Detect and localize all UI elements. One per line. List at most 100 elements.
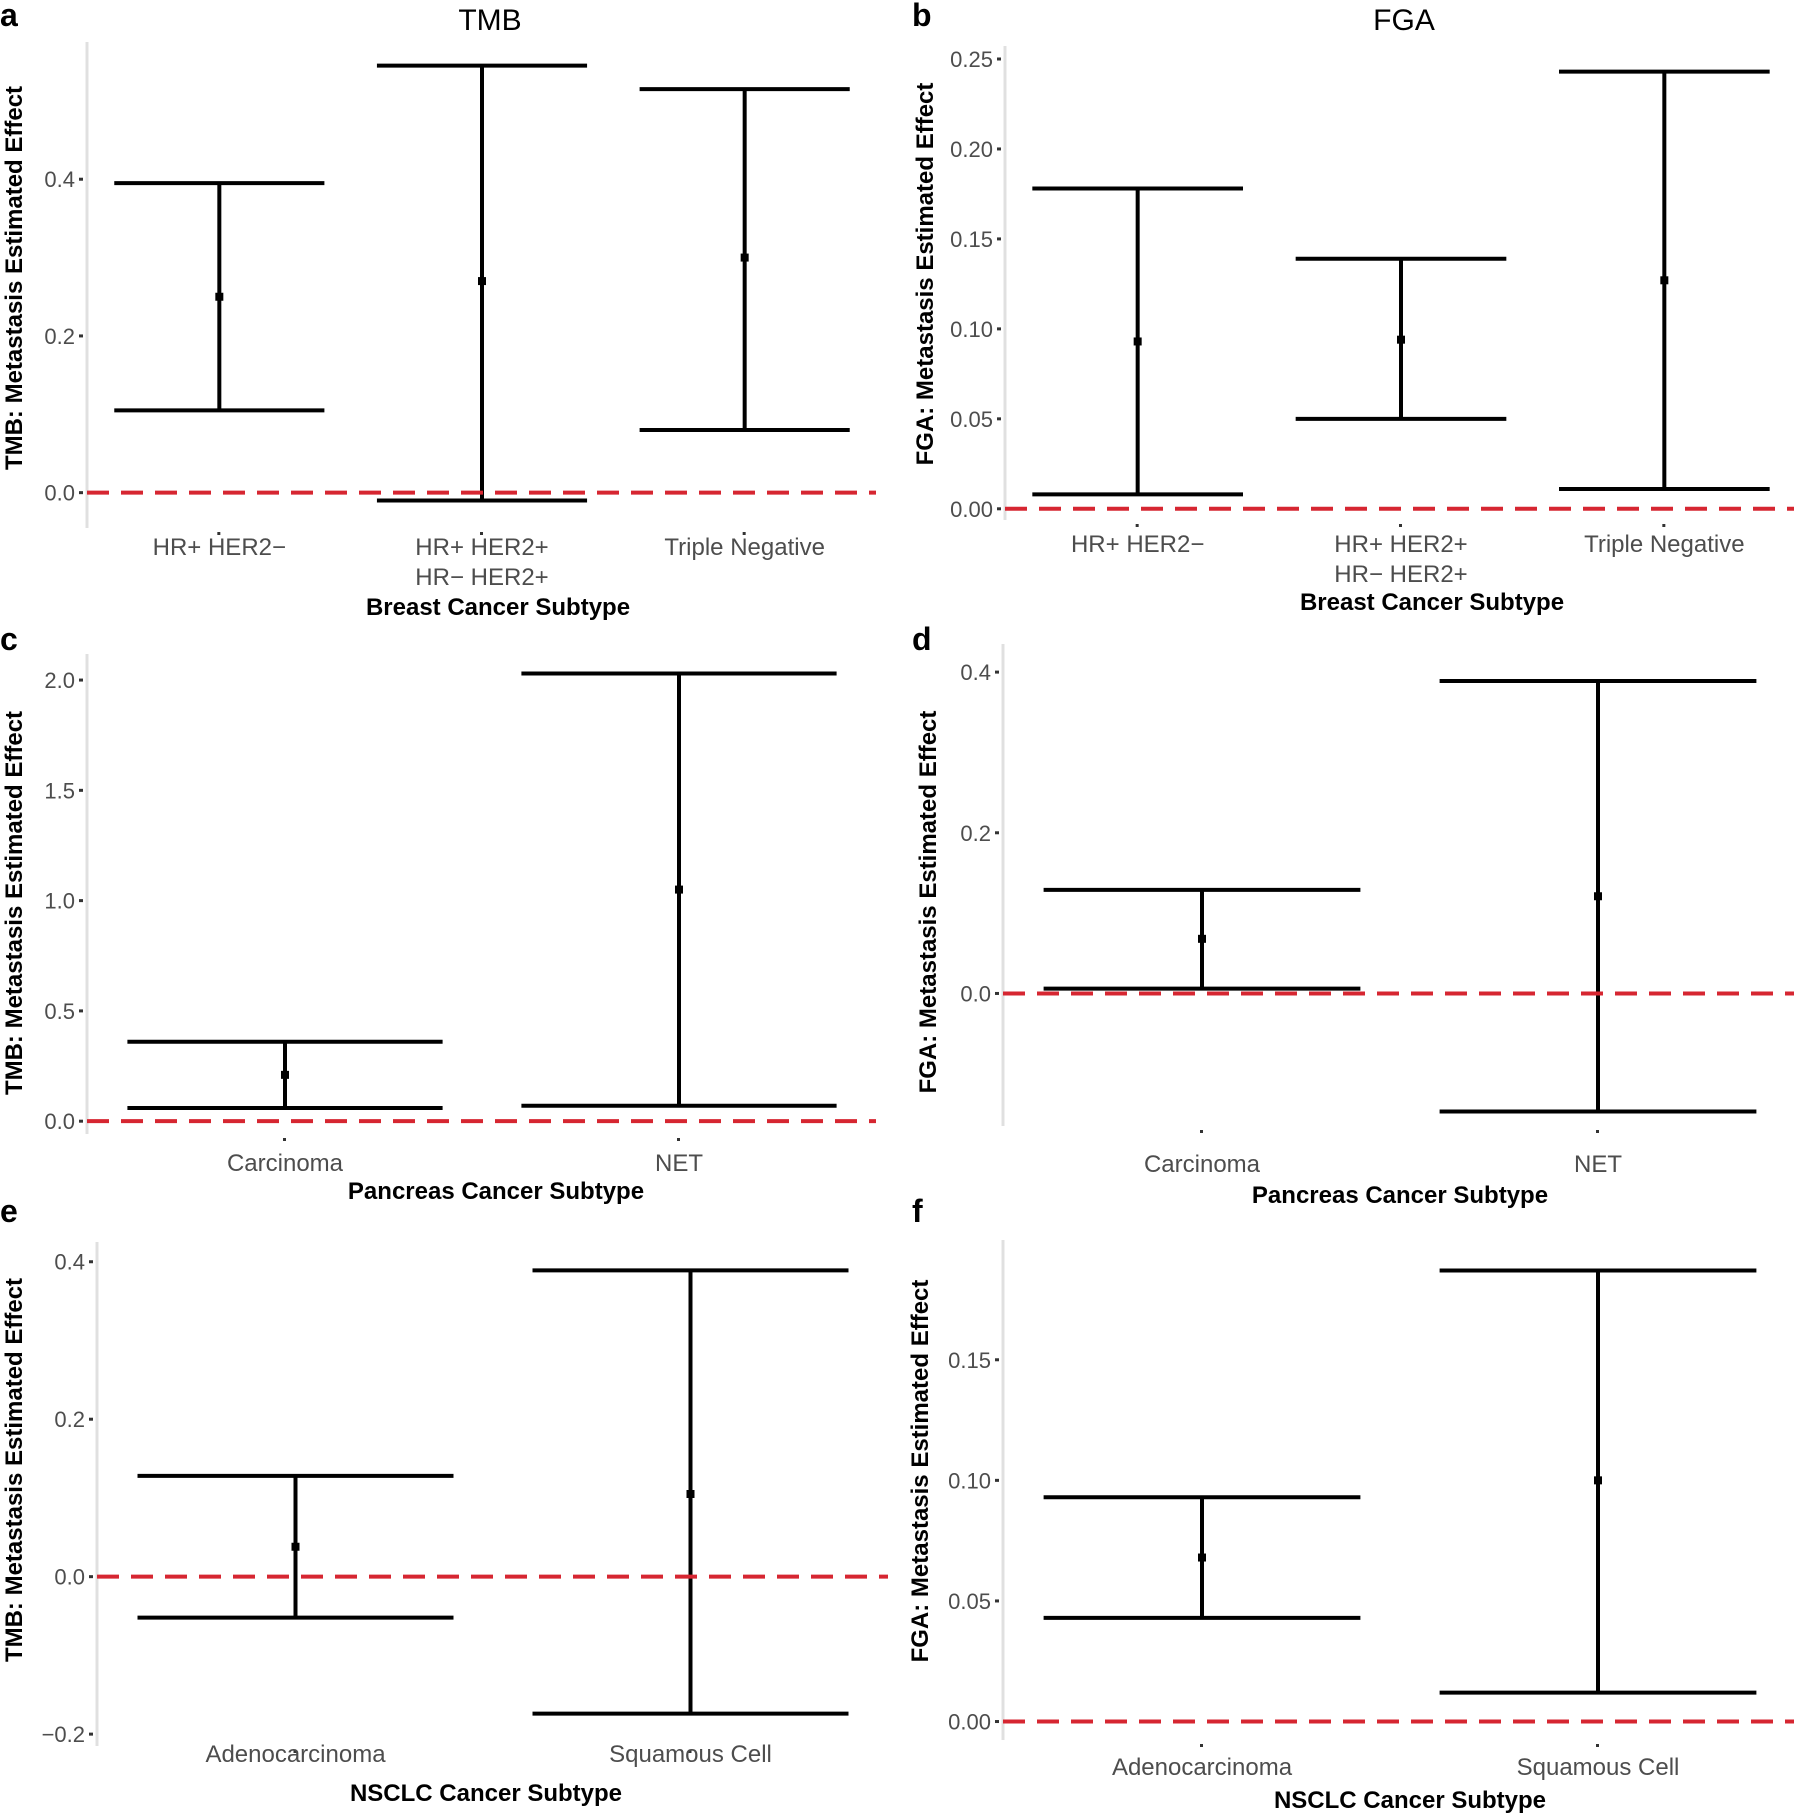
y-tick-label: 0.20: [950, 137, 993, 162]
point-estimate: [1594, 1476, 1602, 1485]
x-category-label: HR+ HER2−: [153, 534, 286, 561]
point-estimate: [215, 292, 224, 301]
x-category-label: HR+ HER2+: [1334, 531, 1467, 558]
panel-e-ylabel: TMB: Metastasis Estimated Effect: [1, 1278, 28, 1662]
y-tick-label: 0.4: [44, 167, 75, 192]
x-tick-mark: [217, 532, 221, 535]
point-estimate: [281, 1070, 289, 1079]
panel-c-plot: 0.0 0.5 1.0 1.5 2.0 Carcinoma NET: [44, 654, 876, 1177]
panel-c: c TMB: Metastasis Estimated Effect Pancr…: [0, 621, 876, 1205]
y-tick-mark: [79, 491, 83, 495]
panel-f-ylabel: FGA: Metastasis Estimated Effect: [907, 1280, 934, 1663]
x-tick-mark: [742, 532, 746, 535]
y-tick-label: 2.0: [44, 668, 75, 693]
point-estimate: [478, 277, 486, 286]
y-tick-mark: [995, 1720, 999, 1724]
y-tick-label: 0.05: [950, 407, 993, 432]
y-tick-label: 0.2: [960, 821, 991, 846]
y-tick-mark: [997, 237, 1001, 241]
y-tick-mark: [995, 1478, 999, 1482]
x-category-label: HR+ HER2−: [1071, 531, 1204, 558]
panel-d-xlabel: Pancreas Cancer Subtype: [1252, 1182, 1548, 1209]
y-tick-label: 1.0: [44, 889, 75, 914]
panel-f-plot: 0.00 0.05 0.10 0.15 Adenocarcinoma Squamous C…: [948, 1240, 1794, 1781]
y-tick-mark: [79, 678, 83, 682]
y-tick-mark: [997, 507, 1001, 511]
x-category-label: HR− HER2+: [415, 564, 548, 591]
y-tick-mark: [79, 788, 83, 792]
x-tick-mark: [1200, 1130, 1203, 1133]
y-tick-mark: [89, 1732, 93, 1736]
y-tick-mark: [89, 1260, 93, 1264]
y-tick-label: 0.4: [960, 660, 991, 685]
x-tick-mark: [688, 1750, 692, 1753]
y-tick-label: 0.25: [950, 47, 993, 72]
y-tick-label: 0.0: [44, 481, 75, 506]
y-tick-mark: [79, 177, 83, 181]
x-category-label: HR+ HER2+: [415, 534, 548, 561]
x-category-label: Squamous Cell: [1517, 1754, 1680, 1781]
panel-c-ylabel: TMB: Metastasis Estimated Effect: [1, 711, 28, 1095]
x-category-label: Carcinoma: [1144, 1151, 1261, 1178]
y-tick-mark: [89, 1417, 93, 1421]
y-tick-label: 0.0: [54, 1565, 85, 1590]
panel-b-xlabel: Breast Cancer Subtype: [1300, 589, 1564, 616]
x-tick-mark: [1399, 524, 1402, 527]
x-tick-mark: [293, 1750, 297, 1753]
y-tick-mark: [995, 670, 999, 674]
point-estimate: [1198, 934, 1206, 943]
y-tick-label: 0.5: [44, 999, 75, 1024]
point-estimate: [1198, 1553, 1206, 1562]
panel-d: d FGA: Metastasis Estimated Effect Pancr…: [912, 621, 1794, 1209]
y-tick-mark: [997, 147, 1001, 151]
point-estimate: [1594, 892, 1602, 901]
point-estimate: [291, 1542, 300, 1551]
panel-e-xlabel: NSCLC Cancer Subtype: [350, 1780, 622, 1807]
panel-a-plot: 0.0 0.2 0.4 HR+ HER2− HR+ HER2+ HR− HER2+ Trip…: [44, 42, 876, 591]
panel-a-xlabel: Breast Cancer Subtype: [366, 594, 630, 621]
point-estimate: [1660, 276, 1669, 285]
panel-d-letter: d: [912, 621, 932, 657]
panel-b-plot: 0.00 0.05 0.10 0.15 0.20 0.25 HR+ HER2− HR+ HER…: [950, 46, 1794, 588]
panel-a-ylabel: TMB: Metastasis Estimated Effect: [1, 86, 28, 470]
y-tick-mark: [79, 1119, 83, 1123]
y-tick-mark: [995, 1599, 999, 1603]
y-tick-mark: [79, 334, 83, 338]
y-tick-label: 0.15: [948, 1348, 991, 1373]
panel-f-letter: f: [912, 1193, 923, 1229]
x-category-label: HR− HER2+: [1334, 561, 1467, 588]
x-tick-mark: [1200, 1744, 1203, 1747]
panel-e-letter: e: [0, 1193, 18, 1229]
y-tick-label: 1.5: [44, 778, 75, 803]
y-tick-label: 0.2: [44, 324, 75, 349]
point-estimate: [675, 885, 683, 894]
panel-b-ylabel: FGA: Metastasis Estimated Effect: [912, 83, 939, 466]
y-tick-label: −0.2: [42, 1722, 85, 1747]
y-tick-label: 0.15: [950, 227, 993, 252]
y-tick-mark: [997, 327, 1001, 331]
y-tick-mark: [89, 1575, 93, 1579]
y-tick-label: 0.10: [948, 1468, 991, 1493]
x-category-label: Triple Negative: [664, 534, 825, 561]
x-tick-mark: [677, 1138, 680, 1141]
x-tick-mark: [1596, 1744, 1599, 1747]
x-tick-mark: [283, 1138, 286, 1141]
x-category-label: NET: [1574, 1151, 1622, 1178]
x-category-label: NET: [655, 1150, 703, 1177]
y-tick-mark: [995, 831, 999, 835]
x-tick-mark: [480, 532, 483, 535]
x-category-label: Triple Negative: [1584, 531, 1745, 558]
y-tick-label: 0.2: [54, 1407, 85, 1432]
y-tick-mark: [997, 57, 1001, 61]
panel-a: a TMB TMB: Metastasis Estimated Effect B…: [0, 0, 876, 621]
panel-d-plot: 0.0 0.2 0.4 Carcinoma NET: [960, 644, 1794, 1178]
panel-c-xlabel: Pancreas Cancer Subtype: [348, 1178, 644, 1205]
panel-b-title: FGA: [1373, 4, 1435, 37]
y-tick-mark: [997, 417, 1001, 421]
y-tick-label: 0.00: [950, 497, 993, 522]
x-category-label: Adenocarcinoma: [1112, 1754, 1293, 1781]
y-tick-label: 0.4: [54, 1250, 85, 1275]
point-estimate: [686, 1490, 695, 1498]
x-tick-mark: [1596, 1130, 1599, 1133]
